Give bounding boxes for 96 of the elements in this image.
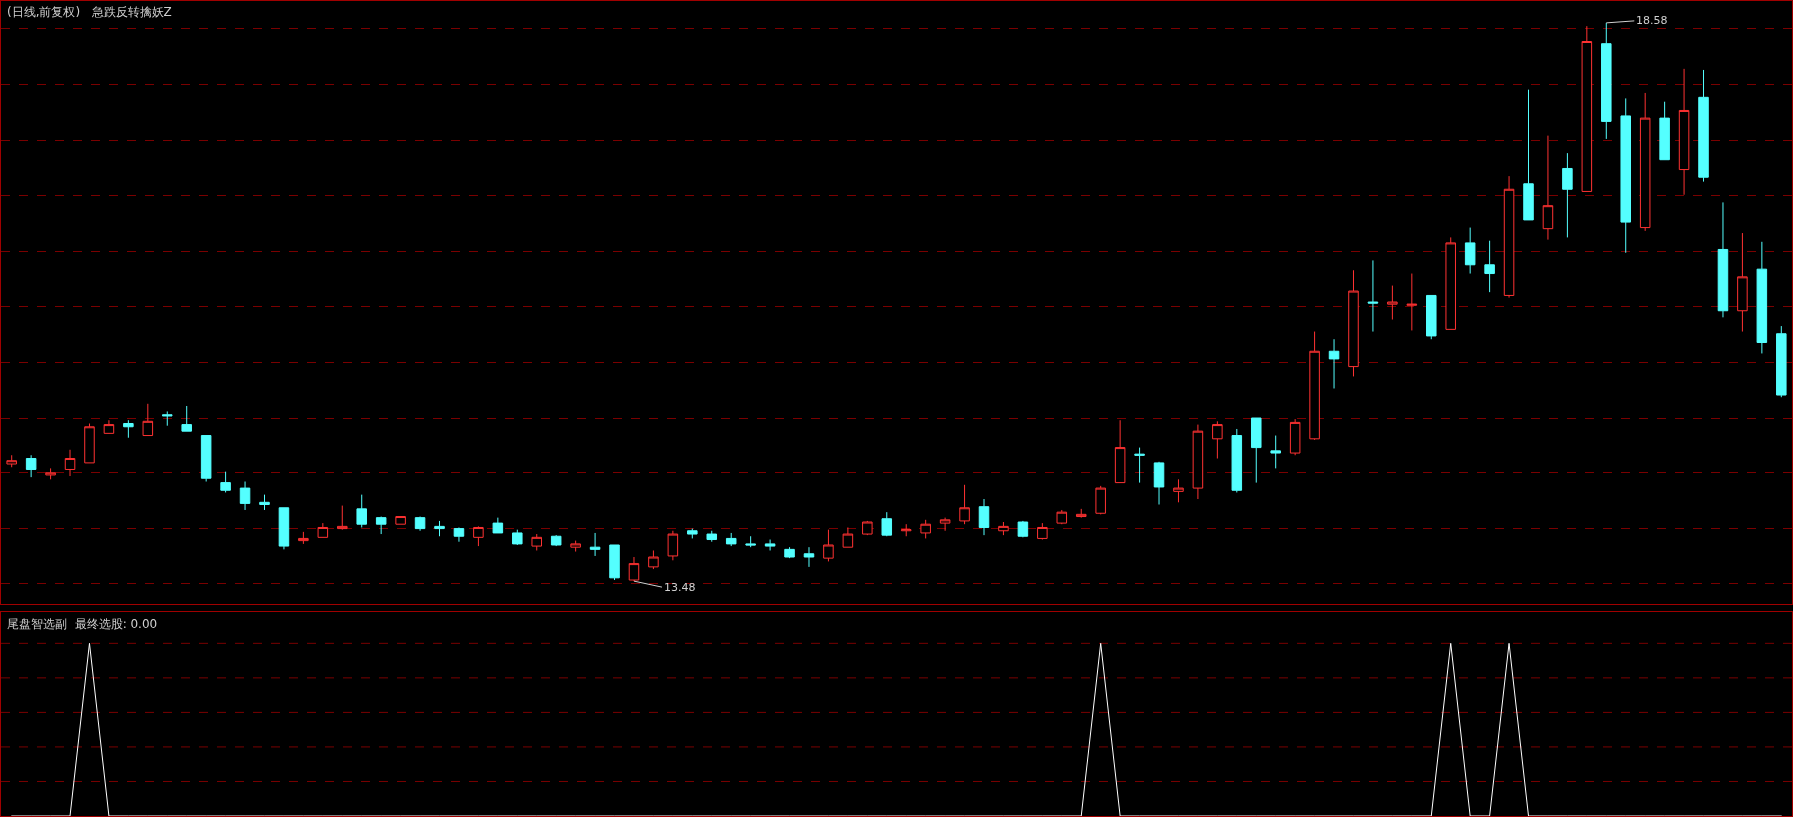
candlestick xyxy=(6,454,17,468)
candlestick xyxy=(1231,428,1243,493)
candlestick xyxy=(1173,478,1184,503)
candlestick xyxy=(842,526,854,548)
candlestick xyxy=(512,529,523,546)
candlestick xyxy=(375,516,387,535)
candlestick xyxy=(745,535,756,548)
candlestick xyxy=(589,532,601,557)
candlestick xyxy=(200,435,212,483)
candlestick xyxy=(1153,461,1165,505)
candlestick xyxy=(1348,269,1359,377)
candlestick xyxy=(764,539,776,551)
candlestick xyxy=(784,546,795,559)
candlestick xyxy=(356,494,367,528)
candlestick xyxy=(1678,68,1690,196)
candlestick xyxy=(1484,240,1495,293)
candlestick xyxy=(473,525,484,547)
candlestick xyxy=(1328,338,1340,389)
candlestick xyxy=(84,423,95,464)
candlestick xyxy=(1270,435,1281,469)
candlestick xyxy=(239,481,251,511)
candlestick xyxy=(725,532,737,547)
candlestick xyxy=(1192,424,1204,500)
candlestick xyxy=(1017,520,1029,538)
candlestick xyxy=(45,467,56,480)
candlestick xyxy=(1542,135,1554,241)
candlestick xyxy=(1601,22,1612,140)
chart-title: (日线,前复权) 急跌反转擒妖Z xyxy=(7,5,172,19)
candlestick xyxy=(1620,97,1631,254)
candlestick xyxy=(1737,232,1748,333)
candlestick xyxy=(1639,92,1651,232)
candlestick xyxy=(1756,241,1768,354)
candlestick xyxy=(1037,522,1048,541)
annotation: 13.48 xyxy=(664,581,696,594)
candlestick xyxy=(1776,325,1787,398)
candlestick xyxy=(123,419,134,439)
candlestick xyxy=(259,494,270,511)
candlestick xyxy=(64,449,76,477)
candlestick xyxy=(1426,294,1437,340)
candlestick xyxy=(1309,331,1320,441)
candlestick xyxy=(1717,201,1729,318)
candlestick xyxy=(434,520,445,537)
candlestick xyxy=(706,530,718,543)
candlestick xyxy=(453,526,465,543)
candlestick xyxy=(1503,175,1515,299)
candlestick xyxy=(1562,152,1573,238)
candlestick xyxy=(1523,89,1534,221)
candlestick xyxy=(298,531,309,545)
candlestick xyxy=(609,544,620,581)
candlestick xyxy=(978,498,990,536)
candlestick xyxy=(939,517,951,532)
candlestick xyxy=(667,530,679,561)
candlestick xyxy=(1134,447,1145,484)
candlestick xyxy=(959,484,970,525)
candlestick xyxy=(531,533,543,551)
candlestick xyxy=(220,471,231,493)
candlestick xyxy=(1250,417,1262,484)
candlestick xyxy=(1367,259,1379,333)
candlestick xyxy=(414,516,426,532)
candlestick xyxy=(492,517,504,534)
candlestick xyxy=(1659,101,1670,161)
candlestick xyxy=(1095,485,1106,515)
candlestick xyxy=(103,419,115,434)
candlestick xyxy=(142,403,154,437)
candlestick xyxy=(1075,508,1087,519)
candlestick xyxy=(1406,273,1418,331)
candlestick xyxy=(900,523,912,537)
candlestick xyxy=(648,549,659,570)
candlestick xyxy=(1114,419,1126,484)
candlestick xyxy=(25,454,37,478)
candlestick xyxy=(317,522,329,538)
candlestick xyxy=(570,540,581,553)
candlestick xyxy=(1289,418,1301,456)
candlestick xyxy=(337,505,348,530)
candlestick xyxy=(881,511,893,537)
candlestick xyxy=(628,556,640,582)
candlestick xyxy=(1698,69,1709,183)
annotation: 18.58 xyxy=(1636,14,1668,27)
candlestick xyxy=(920,519,931,539)
candlestick xyxy=(823,529,834,562)
candlestick xyxy=(1445,236,1456,330)
candlestick xyxy=(278,507,290,550)
candlestick xyxy=(1581,25,1593,192)
chart-title: 尾盘智选副 最终选股: 0.00 xyxy=(7,617,158,631)
candlestick xyxy=(550,534,562,547)
candlestick xyxy=(1056,509,1068,525)
candlestick xyxy=(862,520,873,536)
candlestick xyxy=(1387,285,1398,321)
candlestick xyxy=(181,405,192,432)
candlestick xyxy=(803,546,815,568)
candlestick xyxy=(687,528,698,539)
candlestick xyxy=(1212,420,1223,460)
candlestick xyxy=(162,410,173,427)
candlestick xyxy=(1464,227,1476,275)
candlestick xyxy=(395,516,406,525)
candlestick xyxy=(998,521,1009,536)
